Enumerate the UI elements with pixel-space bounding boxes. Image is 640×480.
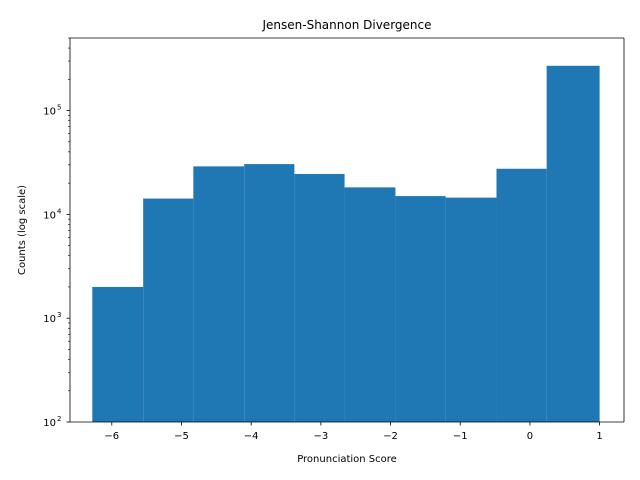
- x-tick-label: −2: [383, 431, 398, 442]
- histogram-bar: [193, 166, 245, 422]
- y-tick-label: 10: [43, 314, 56, 325]
- histogram-bar: [445, 197, 497, 422]
- histogram-bar: [143, 198, 194, 422]
- y-tick-exponent: 4: [57, 207, 62, 215]
- x-tick-label: 1: [596, 431, 602, 442]
- chart-title: Jensen-Shannon Divergence: [261, 18, 431, 32]
- x-tick-label: 0: [527, 431, 533, 442]
- x-tick-label: −6: [104, 431, 119, 442]
- y-tick-label: 10: [43, 210, 56, 221]
- histogram-bar: [395, 196, 446, 422]
- histogram-bar: [496, 168, 547, 422]
- histogram-bar: [344, 187, 396, 422]
- y-tick-exponent: 3: [57, 311, 61, 319]
- y-tick-label: 10: [43, 107, 56, 118]
- x-tick-label: −5: [174, 431, 189, 442]
- histogram-bar: [244, 164, 295, 422]
- histogram-bar: [294, 173, 345, 422]
- y-tick-exponent: 5: [57, 104, 61, 112]
- histogram-bar: [92, 286, 144, 422]
- x-tick-label: −1: [453, 431, 468, 442]
- histogram-bar: [546, 65, 600, 423]
- y-axis-label: Counts (log scale): [17, 185, 28, 275]
- bars-group: [92, 65, 600, 423]
- x-tick-label: −3: [313, 431, 328, 442]
- y-tick-label: 10: [43, 418, 56, 429]
- x-axis-label: Pronunciation Score: [297, 454, 397, 465]
- axes-group: [69, 37, 625, 423]
- x-tick-label: −4: [244, 431, 259, 442]
- y-tick-exponent: 2: [57, 415, 61, 423]
- x-ticks-group: −6 −5 −4 −3 −2 −1 0 1: [104, 422, 603, 442]
